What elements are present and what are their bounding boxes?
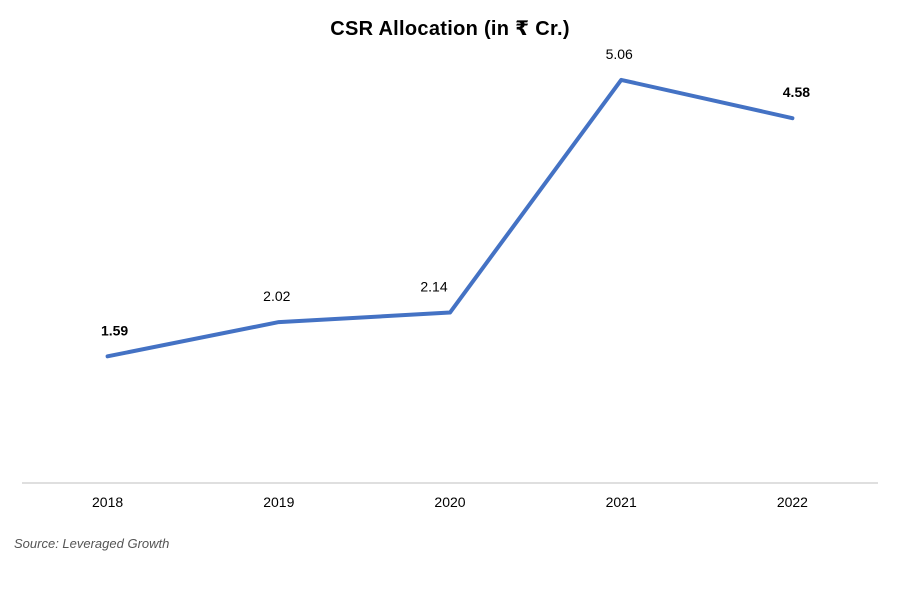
data-label: 2.02 (263, 288, 290, 304)
x-tick-label: 2018 (92, 494, 123, 510)
x-tick-labels: 2018 2019 2020 2021 2022 (92, 494, 808, 510)
x-tick-label: 2019 (263, 494, 294, 510)
data-labels: 1.59 2.02 2.14 5.06 4.58 (101, 46, 810, 338)
data-label: 1.59 (101, 322, 128, 338)
series-line (105, 77, 795, 359)
data-label: 4.58 (783, 84, 810, 100)
source-note: Source: Leveraged Growth (14, 536, 170, 551)
x-tick-label: 2022 (777, 494, 808, 510)
x-tick-label: 2020 (434, 494, 465, 510)
data-label: 2.14 (420, 279, 447, 295)
data-label: 5.06 (606, 46, 633, 62)
chart-title: CSR Allocation (in ₹ Cr.) (330, 18, 570, 40)
x-tick-label: 2021 (606, 494, 637, 510)
